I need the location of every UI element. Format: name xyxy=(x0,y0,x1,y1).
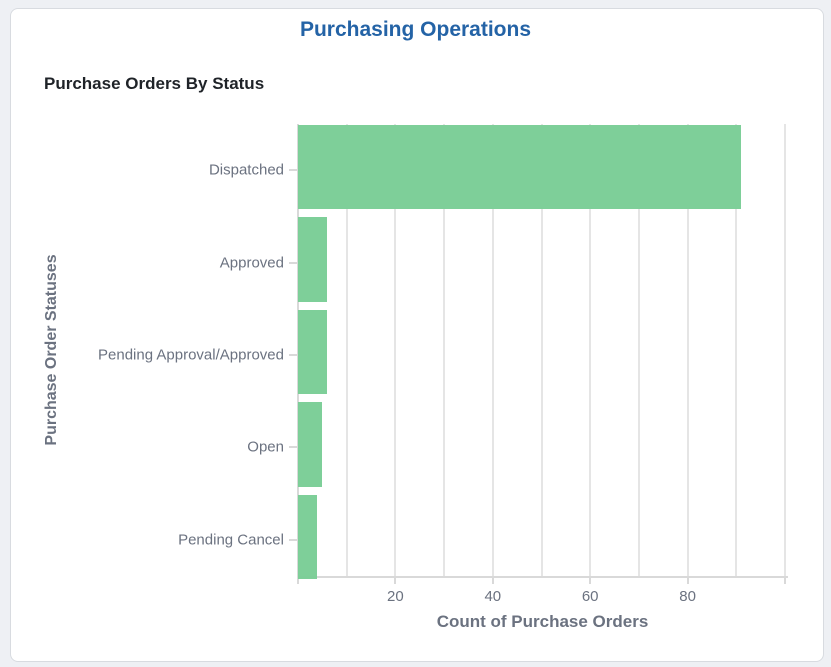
gridline xyxy=(491,124,494,576)
gridline xyxy=(589,124,592,576)
chart-title: Purchase Orders By Status xyxy=(44,74,265,93)
gridline xyxy=(394,124,397,576)
bar-pending-approval-approved xyxy=(298,309,328,395)
y-tick-label: Pending Approval/Approved xyxy=(98,346,284,364)
y-tick-label: Approved xyxy=(219,254,284,272)
x-tick xyxy=(394,576,397,584)
bar-dispatched xyxy=(298,125,742,210)
y-tick xyxy=(289,354,297,356)
x-tick xyxy=(297,576,299,584)
x-axis xyxy=(297,576,788,578)
x-tick-label: 40 xyxy=(484,588,502,605)
x-tick xyxy=(784,576,786,584)
y-tick-label: Open xyxy=(247,438,284,456)
y-axis-label: Purchase Order Statuses xyxy=(43,254,60,446)
gridline xyxy=(345,124,348,576)
y-tick xyxy=(289,169,297,172)
bar-pending-cancel xyxy=(298,494,318,579)
page-title: Purchasing Operations xyxy=(299,18,532,41)
x-axis-label: Count of Purchase Orders xyxy=(436,612,649,631)
x-tick xyxy=(589,576,592,584)
y-tick xyxy=(289,261,297,264)
y-tick-label: Pending Cancel xyxy=(178,531,284,549)
bar-open xyxy=(298,402,323,487)
gridline xyxy=(735,124,738,576)
x-tick-label: 20 xyxy=(387,588,404,605)
gridline xyxy=(540,124,543,576)
gridline xyxy=(686,124,689,576)
y-tick-label: Dispatched xyxy=(208,161,284,179)
x-tick-label: 80 xyxy=(679,588,696,605)
gridline xyxy=(784,124,786,576)
chart-card xyxy=(10,8,824,662)
gridline xyxy=(443,124,446,576)
x-tick xyxy=(491,576,494,584)
y-tick xyxy=(289,538,297,541)
x-tick-label: 60 xyxy=(581,588,599,605)
y-tick xyxy=(289,446,297,449)
bar-approved xyxy=(298,217,328,302)
gridline xyxy=(637,124,640,576)
x-tick xyxy=(686,576,689,584)
